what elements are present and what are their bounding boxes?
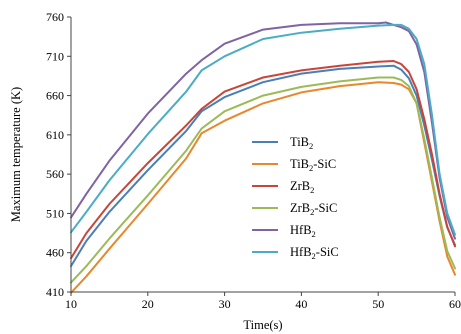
series-line-0 [70, 64, 456, 268]
x-tick-label: 30 [219, 297, 231, 311]
series-line-3 [70, 76, 456, 284]
legend-label-3: ZrB2-SiC [290, 201, 337, 217]
axes-group [67, 16, 456, 296]
legend-label-0: TiB2 [290, 135, 313, 151]
series-line-1 [70, 81, 456, 294]
y-tick-label: 410 [46, 285, 64, 299]
legend-label-suffix: -SiC [313, 157, 336, 171]
legend-label-5: HfB2-SiC [290, 245, 339, 261]
legend-label-4: HfB2 [290, 223, 316, 239]
x-tick-label: 20 [142, 297, 154, 311]
x-tick-label: 60 [449, 297, 461, 311]
legend-label-base: ZrB [290, 179, 310, 193]
y-axis-title: Maximum temperature (K) [9, 87, 23, 222]
y-tick-label: 710 [46, 49, 64, 63]
x-tick-label: 40 [295, 297, 307, 311]
y-tick-label: 760 [46, 10, 64, 24]
legend-label-subscript: 2 [310, 185, 314, 195]
legend-label-subscript: 2 [309, 163, 313, 173]
y-tick-label: 660 [46, 89, 64, 103]
legend-label-base: HfB [290, 245, 312, 259]
legend-label-subscript: 2 [309, 141, 313, 151]
x-axis-title: Time(s) [243, 318, 282, 332]
y-tick-label: 610 [46, 128, 64, 142]
legend-label-subscript: 2 [312, 251, 316, 261]
legend-label-base: TiB [290, 135, 309, 149]
legend-label-base: TiB [290, 157, 309, 171]
legend-label-2: ZrB2 [290, 179, 314, 195]
legend-label-1: TiB2-SiC [290, 157, 336, 173]
legend-label-suffix: -SiC [316, 245, 339, 259]
y-tick-label: 560 [46, 167, 64, 181]
legend-label-subscript: 2 [310, 207, 314, 217]
tick-labels-group: 410 460 510 560 610 660 710 760 10 20 30 40 50 60 [46, 10, 461, 311]
series-line-2 [70, 60, 456, 260]
y-tick-label: 510 [46, 206, 64, 220]
legend-label-subscript: 2 [312, 229, 316, 239]
plot-series-group [70, 21, 456, 294]
series-line-4 [70, 21, 456, 240]
legend-label-base: HfB [290, 223, 312, 237]
y-tick-label: 460 [46, 246, 64, 260]
x-tick-label: 10 [65, 297, 77, 311]
series-line-5 [70, 23, 456, 236]
legend-label-base: ZrB [290, 201, 310, 215]
x-tick-label: 50 [372, 297, 384, 311]
legend-label-suffix: -SiC [314, 201, 337, 215]
